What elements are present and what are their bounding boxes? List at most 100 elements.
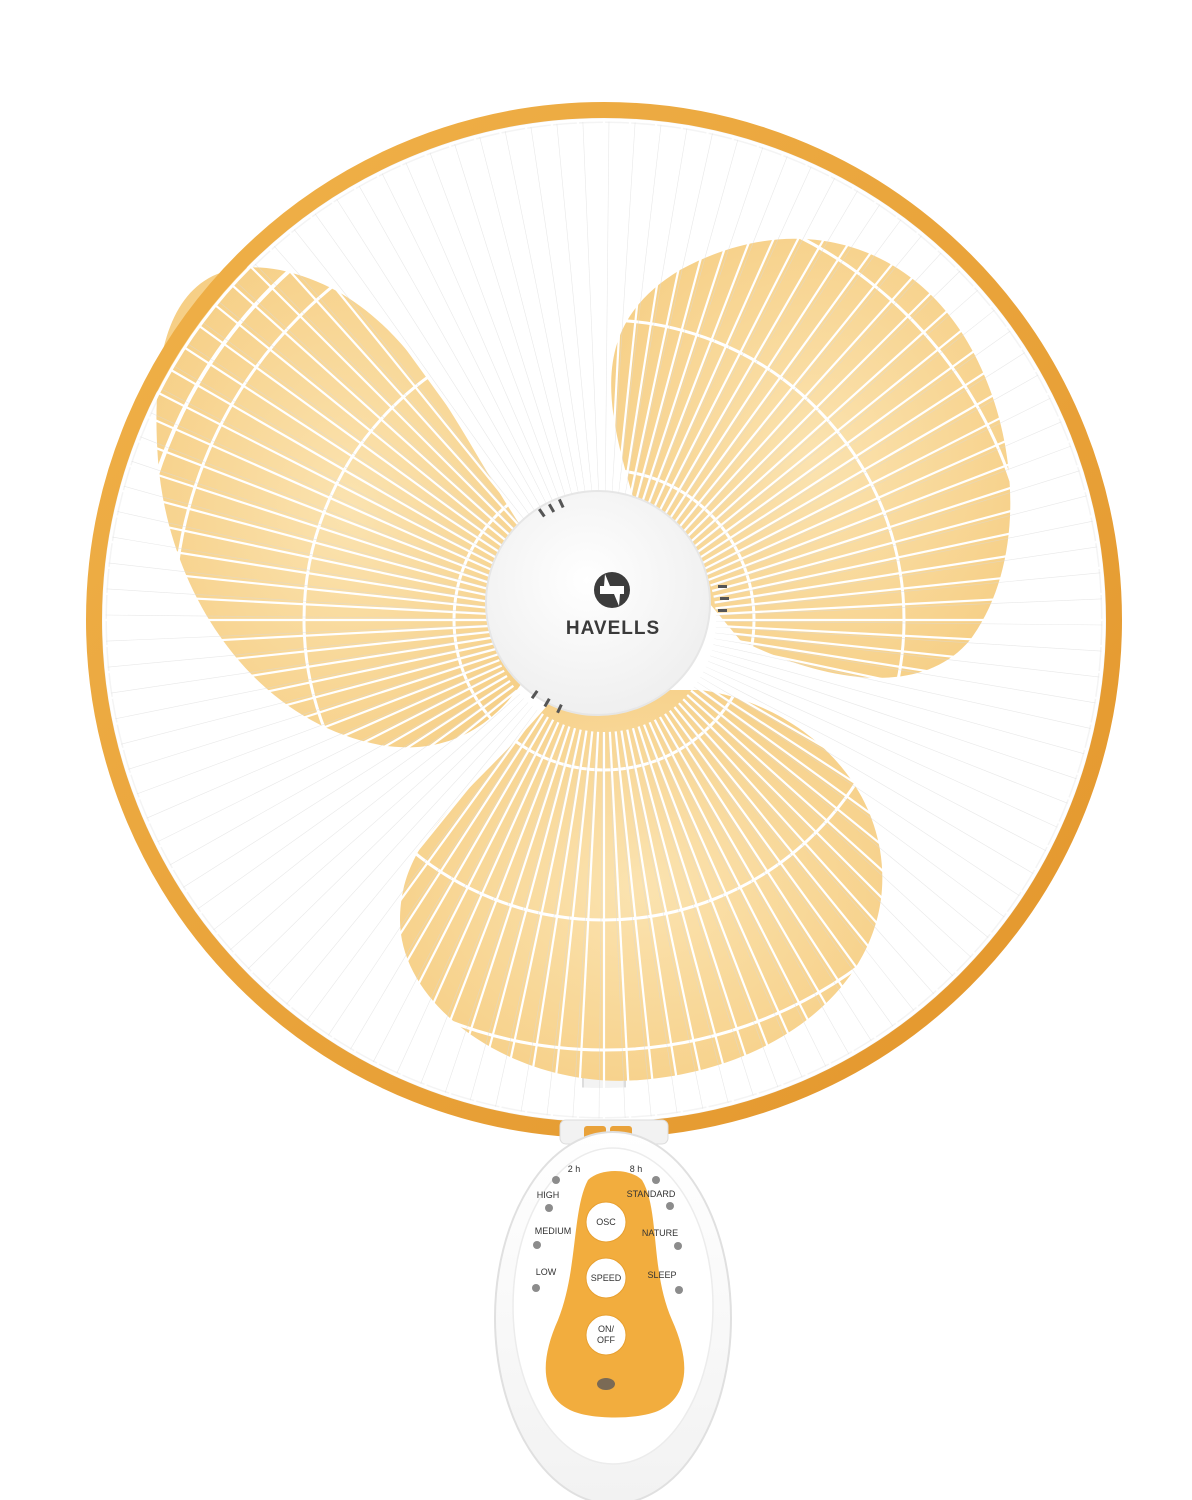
grill-spoke [637,144,760,514]
grill-spoke [693,684,1010,915]
grill-spoke-shadow [670,218,903,531]
mode-standard-label: STANDARD [627,1189,676,1199]
grill-spoke-shadow [642,724,779,1089]
grill-spoke [713,642,1094,726]
grill-spoke [614,122,658,509]
grill-spoke [106,566,493,610]
grill-spoke-shadow [419,724,564,1086]
havells-logo-icon [594,572,630,608]
osc-button[interactable] [585,1201,627,1243]
grill-spoke-shadow [253,262,526,541]
grill-spoke [626,130,710,511]
grill-spoke-shadow [690,691,990,939]
grill-spoke-shadow [622,126,688,510]
grill-spoke-shadow [625,729,704,1111]
led-standard [666,1202,674,1210]
grill-spoke [399,721,560,1078]
grill-spoke [353,716,549,1054]
timer-2h-label: 2 h [568,1164,581,1174]
grill-spoke [715,630,1102,674]
grill-spoke-shadow [614,731,652,1118]
grill-spoke [524,730,588,1114]
grill-spoke [668,709,899,1026]
grill-spoke-shadow [546,731,592,1117]
grill-spoke [682,698,959,975]
on-off-button[interactable] [585,1314,627,1356]
grill-spoke [653,174,832,521]
grill-spoke-shadow [708,660,1070,805]
grill-spoke-shadow [631,728,729,1105]
grill-spoke-shadow [637,726,754,1098]
grill-spoke-shadow [187,343,511,559]
grill-spoke-shadow [126,653,498,770]
grill-spoke-shadow [138,435,500,580]
control-panel: OSC SPEED ON/ OFF 2 h 8 h HIGH MEDIUM LO… [494,1131,732,1500]
grill-spoke [631,727,735,1104]
grill-spoke-shadow [650,165,813,519]
grill-spoke-shadow [663,714,873,1043]
fan-hub: HAVELLS [485,490,729,716]
grill-spoke-shadow [228,693,521,952]
grill-spoke [659,716,855,1054]
grill-spoke [158,669,505,848]
grill-spoke [249,698,526,975]
grill-spoke [498,130,582,511]
grill-spoke [686,694,977,956]
grill-spoke [637,726,760,1096]
grill-spoke-shadow [708,445,1073,582]
grill-spoke-shadow [697,681,1021,897]
grill-spoke [648,721,809,1078]
grill-spoke-shadow [675,234,923,534]
grill-spoke-shadow [604,119,610,509]
led-sleep [675,1286,683,1294]
grill-spoke [673,706,920,1010]
grill-spoke [668,214,899,531]
led-2h [552,1176,560,1184]
grill-spoke [715,592,1104,616]
grill-spoke [198,325,515,556]
grill-spoke-shadow [129,460,498,585]
grill-spoke [268,702,530,993]
grill-spoke-shadow [572,731,598,1120]
led-medium [533,1241,541,1249]
speed-button[interactable] [585,1257,627,1299]
grill-spoke [184,346,511,560]
brand-name: HAVELLS [566,618,660,639]
grill-spoke [214,304,518,551]
grill-spoke [376,174,555,521]
grill-spoke-shadow [628,131,714,511]
timer-8h-label: 8 h [630,1164,643,1174]
grill-spoke [448,726,571,1096]
grill-spoke [288,706,535,1010]
grill-spoke-shadow [620,730,678,1115]
grill-spoke [705,664,1062,825]
grill-spoke-shadow [122,485,497,591]
grill-spoke [110,636,494,700]
grill-spoke [249,265,526,542]
grill-spoke [710,653,1080,776]
hub-vents [530,498,729,714]
grill-spoke-shadow [149,411,503,574]
grill-spoke-shadow [196,684,513,911]
grill-spoke [423,724,565,1088]
grill-spoke [268,247,530,538]
grill-spoke [703,392,1050,571]
grill-spoke-shadow [706,420,1063,576]
grill-spoke [198,684,515,915]
grill-spoke-shadow [644,154,789,516]
grill-spoke [643,152,785,516]
grill-spoke-shadow [639,145,764,514]
grill-spoke-shadow [668,711,895,1028]
grill-spoke-shadow [616,123,662,509]
grill-spoke-shadow [327,713,543,1037]
grill-spoke [705,415,1062,576]
grill-spoke-shadow [710,655,1079,780]
grill-spoke [110,540,494,604]
grill-spoke-shadow [715,626,1104,652]
mode-sleep-label: SLEEP [647,1270,676,1280]
grill-spoke-shadow [660,189,859,524]
grill-spoke-shadow [556,122,594,509]
grill-spoke [309,214,540,531]
grill-spoke [620,126,684,510]
grill-spoke-shadow [115,510,495,596]
